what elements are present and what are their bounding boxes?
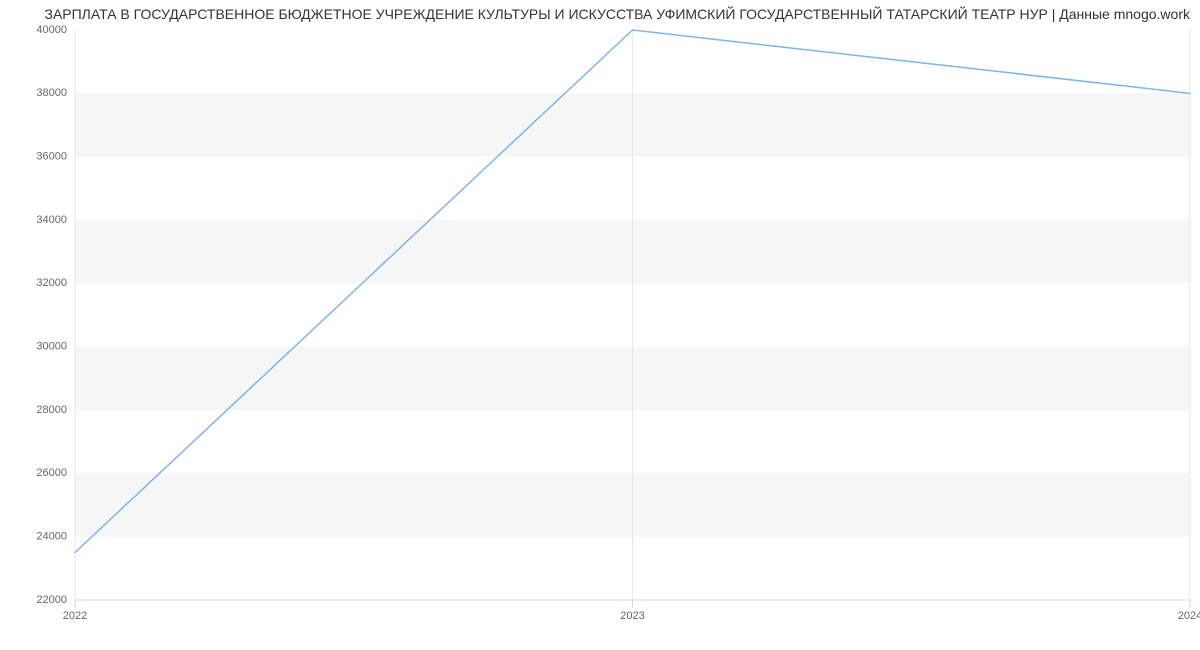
svg-text:28000: 28000 bbox=[36, 404, 67, 416]
svg-text:2023: 2023 bbox=[620, 610, 644, 622]
svg-text:36000: 36000 bbox=[36, 151, 67, 163]
svg-text:22000: 22000 bbox=[36, 594, 67, 606]
chart-svg: 22000 24000 26000 28000 30000 32000 34000 36000… bbox=[0, 0, 1200, 650]
salary-line-chart: ЗАРПЛАТА В ГОСУДАРСТВЕННОЕ БЮДЖЕТНОЕ УЧР… bbox=[0, 0, 1200, 650]
svg-text:2022: 2022 bbox=[63, 610, 87, 622]
svg-text:34000: 34000 bbox=[36, 214, 67, 226]
svg-text:24000: 24000 bbox=[36, 531, 67, 543]
svg-text:2024: 2024 bbox=[1178, 610, 1200, 622]
svg-text:40000: 40000 bbox=[36, 24, 67, 36]
svg-text:38000: 38000 bbox=[36, 87, 67, 99]
chart-title: ЗАРПЛАТА В ГОСУДАРСТВЕННОЕ БЮДЖЕТНОЕ УЧР… bbox=[44, 6, 1190, 22]
svg-text:30000: 30000 bbox=[36, 341, 67, 353]
svg-text:26000: 26000 bbox=[36, 467, 67, 479]
svg-text:32000: 32000 bbox=[36, 277, 67, 289]
